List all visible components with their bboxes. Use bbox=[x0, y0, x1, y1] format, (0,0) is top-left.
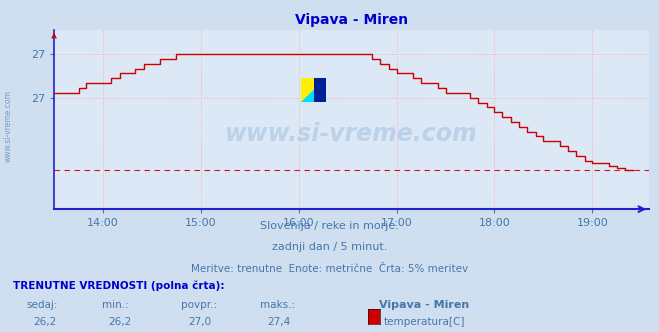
Polygon shape bbox=[314, 78, 326, 102]
Text: min.:: min.: bbox=[102, 300, 129, 310]
Polygon shape bbox=[301, 78, 326, 102]
Text: Vipava - Miren: Vipava - Miren bbox=[379, 300, 469, 310]
Text: Meritve: trenutne  Enote: metrične  Črta: 5% meritev: Meritve: trenutne Enote: metrične Črta: … bbox=[191, 264, 468, 274]
Text: 26,2: 26,2 bbox=[109, 317, 132, 327]
Text: zadnji dan / 5 minut.: zadnji dan / 5 minut. bbox=[272, 242, 387, 252]
Text: maks.:: maks.: bbox=[260, 300, 295, 310]
Text: 27,4: 27,4 bbox=[267, 317, 290, 327]
Title: Vipava - Miren: Vipava - Miren bbox=[295, 13, 408, 27]
Text: 26,2: 26,2 bbox=[33, 317, 56, 327]
Text: sedaj:: sedaj: bbox=[26, 300, 58, 310]
Text: www.si-vreme.com: www.si-vreme.com bbox=[3, 90, 13, 162]
Polygon shape bbox=[301, 78, 326, 102]
Text: TRENUTNE VREDNOSTI (polna črta):: TRENUTNE VREDNOSTI (polna črta): bbox=[13, 281, 225, 291]
Text: temperatura[C]: temperatura[C] bbox=[384, 317, 465, 327]
Text: 27,0: 27,0 bbox=[188, 317, 211, 327]
Text: Slovenija / reke in morje.: Slovenija / reke in morje. bbox=[260, 221, 399, 231]
Text: povpr.:: povpr.: bbox=[181, 300, 217, 310]
Text: www.si-vreme.com: www.si-vreme.com bbox=[225, 122, 478, 146]
